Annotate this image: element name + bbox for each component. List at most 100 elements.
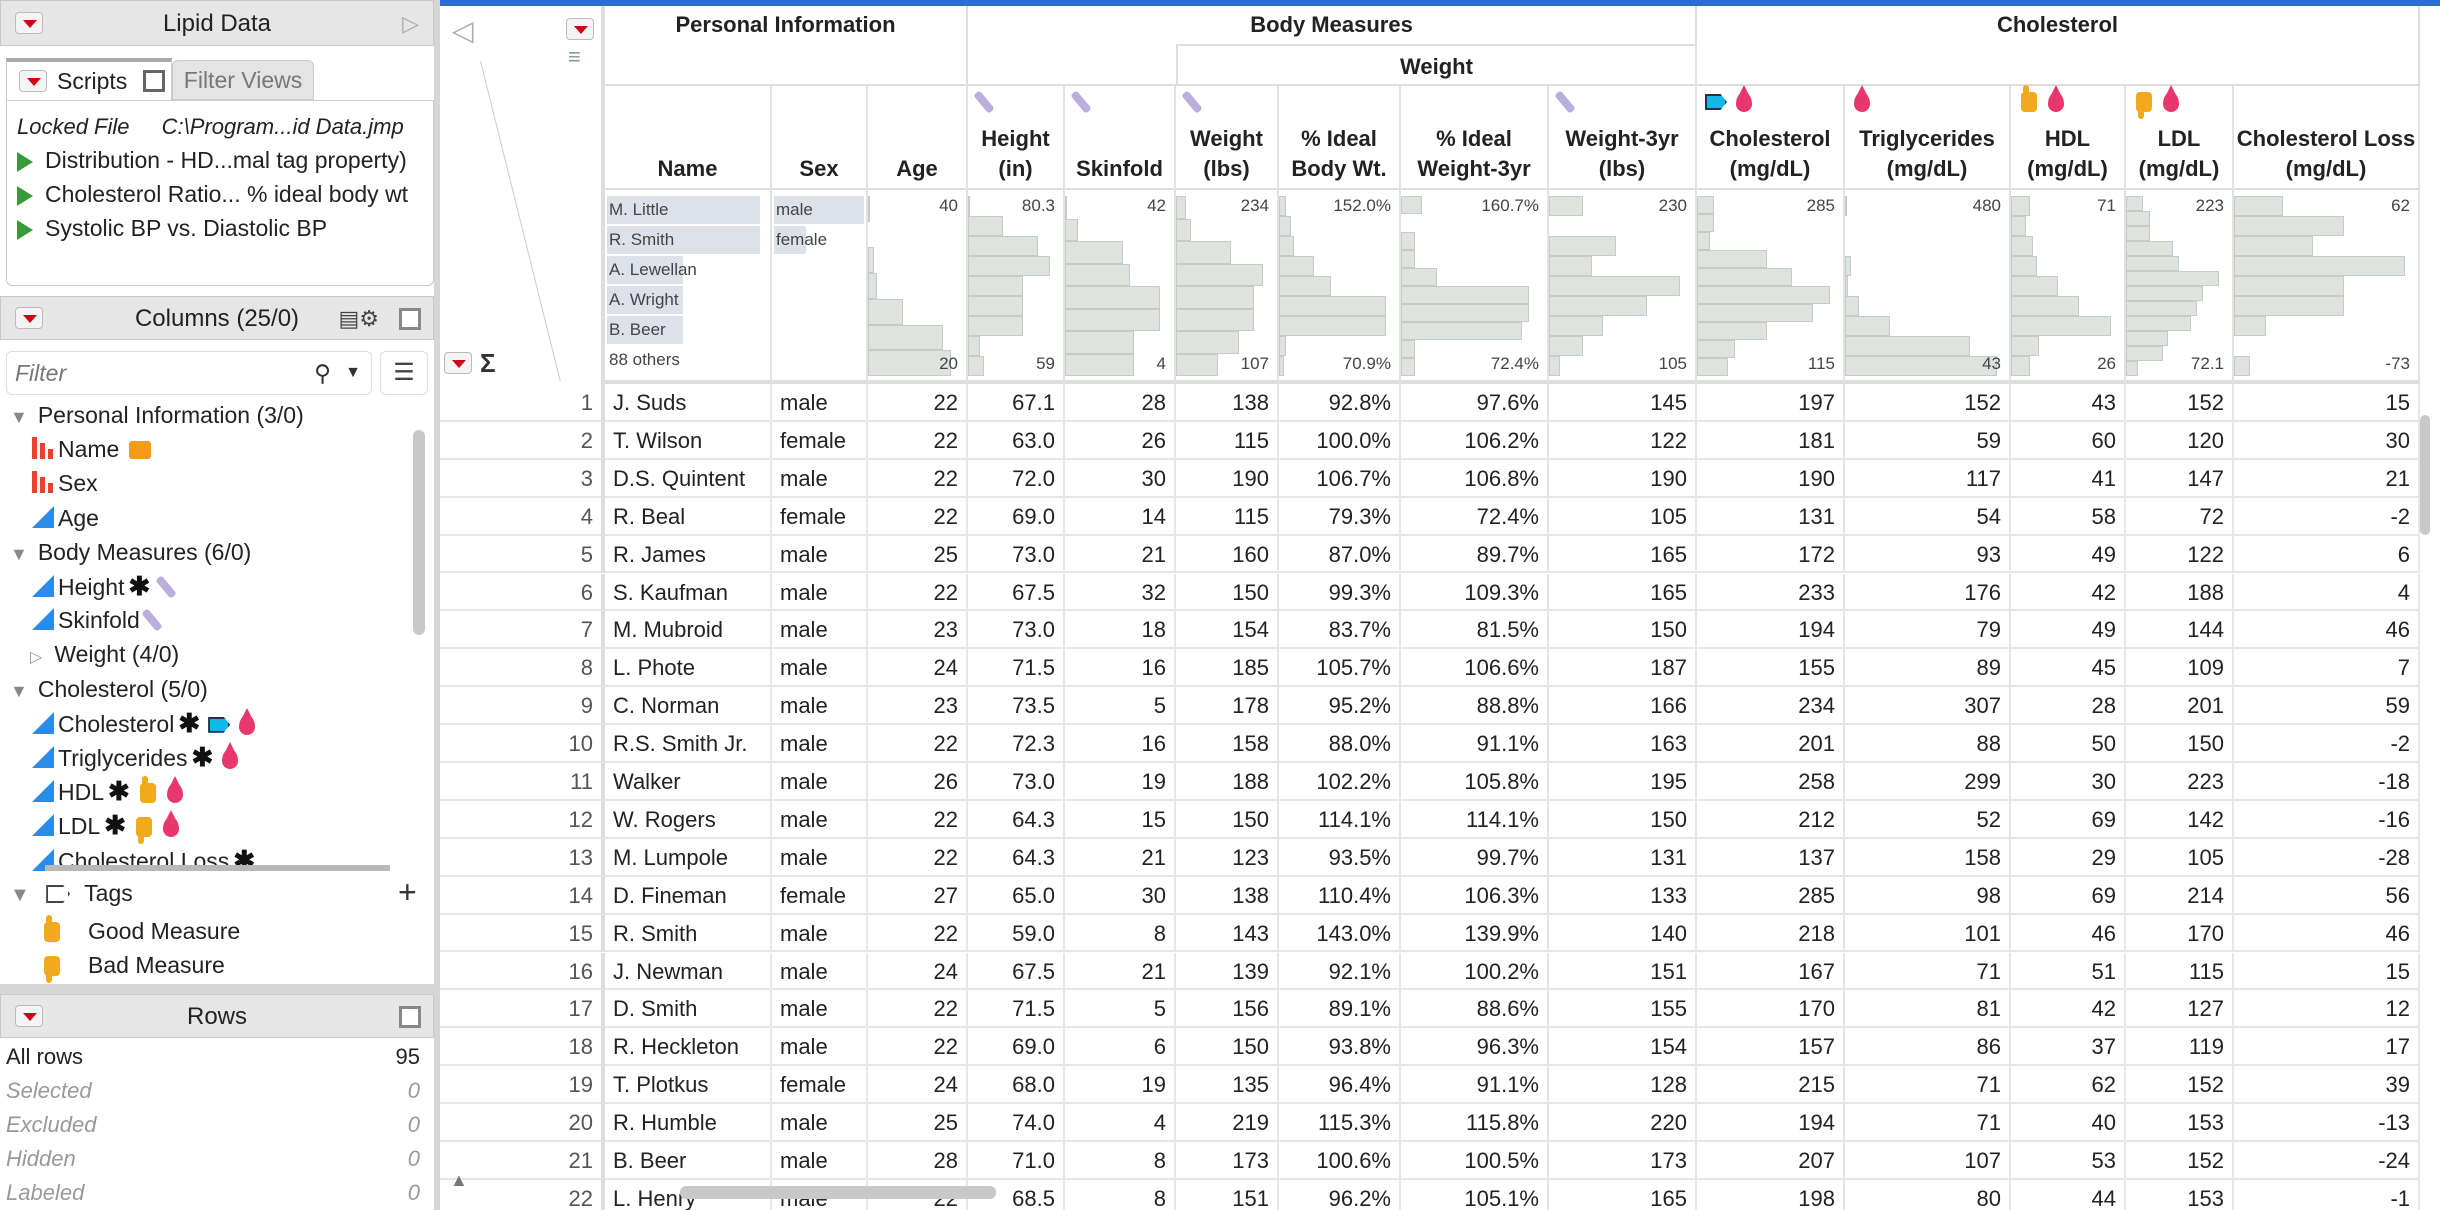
data-cell[interactable]: 214 <box>2126 876 2234 915</box>
column-header[interactable]: Weight-3yr (lbs) <box>1549 86 1697 190</box>
data-cell[interactable]: 117 <box>1845 459 2011 498</box>
summary-top-value[interactable]: 88 others <box>607 346 768 374</box>
column-view-icon[interactable]: ≡ <box>568 44 581 69</box>
data-cell[interactable]: 24 <box>868 649 968 688</box>
expand-triangle-icon[interactable]: ▼ <box>10 884 30 906</box>
data-cell[interactable]: 41 <box>2011 459 2126 498</box>
sex-cell[interactable]: male <box>772 687 868 726</box>
name-cell[interactable]: T. Plotkus <box>605 1066 772 1105</box>
data-cell[interactable]: 120 <box>2126 421 2234 460</box>
data-cell[interactable]: 62 <box>2011 1066 2126 1105</box>
data-cell[interactable]: 114.1% <box>1401 800 1549 839</box>
data-cell[interactable]: 131 <box>1549 838 1697 877</box>
column-tree-item[interactable]: Height ✱ <box>32 569 178 603</box>
column-header[interactable]: % Ideal Weight-3yr <box>1401 86 1549 190</box>
data-cell[interactable]: 42 <box>2011 573 2126 612</box>
data-cell[interactable]: 21 <box>1065 838 1176 877</box>
column-tree-item[interactable]: Cholesterol ✱ <box>32 706 260 740</box>
data-cell[interactable]: 119 <box>2126 1028 2234 1067</box>
data-cell[interactable]: 258 <box>1697 763 1845 801</box>
data-cell[interactable]: 105 <box>2126 838 2234 877</box>
data-cell[interactable]: 307 <box>1845 687 2011 726</box>
column-header[interactable]: % Ideal Body Wt. <box>1279 86 1401 190</box>
sex-cell[interactable]: male <box>772 535 868 574</box>
data-cell[interactable]: 115.8% <box>1401 1104 1549 1142</box>
table-row[interactable]: 4 R. Beal female 22 69.0 14 115 79.3% 72.4% 105 13… <box>440 497 2420 536</box>
data-cell[interactable]: 152 <box>2126 1142 2234 1180</box>
data-cell[interactable]: 137 <box>1697 838 1845 877</box>
table-row[interactable]: 17 D. Smith male 22 71.5 5 156 89.1% 88.6% 155 170… <box>440 990 2420 1029</box>
sex-cell[interactable]: male <box>772 800 868 839</box>
data-cell[interactable]: 19 <box>1065 763 1176 801</box>
table-row[interactable]: 11 Walker male 26 73.0 19 188 102.2% 105.8% 195 25… <box>440 763 2420 801</box>
data-cell[interactable]: 22 <box>868 497 968 536</box>
data-cell[interactable]: -18 <box>2234 763 2420 801</box>
data-cell[interactable]: 26 <box>868 763 968 801</box>
column-header[interactable]: Cholesterol Loss (mg/dL) <box>2234 86 2420 190</box>
data-cell[interactable]: 12 <box>2234 990 2420 1029</box>
sex-cell[interactable]: male <box>772 914 868 953</box>
panel-divider[interactable] <box>0 984 434 994</box>
data-cell[interactable]: 190 <box>1176 459 1279 498</box>
data-cell[interactable]: 100.6% <box>1279 1142 1401 1180</box>
data-cell[interactable]: 96.2% <box>1279 1179 1401 1210</box>
add-tag-button[interactable]: + <box>398 874 417 910</box>
data-cell[interactable]: 72.0 <box>968 459 1065 498</box>
sex-cell[interactable]: male <box>772 725 868 763</box>
data-cell[interactable]: 154 <box>1176 611 1279 650</box>
table-row[interactable]: 20 R. Humble male 25 74.0 4 219 115.3% 115.8% 220… <box>440 1104 2420 1142</box>
data-cell[interactable]: 97.6% <box>1401 384 1549 422</box>
data-cell[interactable]: 155 <box>1549 990 1697 1029</box>
data-cell[interactable]: 109 <box>2126 649 2234 688</box>
data-cell[interactable]: 142 <box>2126 800 2234 839</box>
name-cell[interactable]: W. Rogers <box>605 800 772 839</box>
column-summary[interactable]: 285 115 <box>1697 190 1845 384</box>
data-cell[interactable]: -28 <box>2234 838 2420 877</box>
data-cell[interactable]: 30 <box>1065 459 1176 498</box>
data-cell[interactable]: 100.2% <box>1401 952 1549 991</box>
data-cell[interactable]: 96.3% <box>1401 1028 1549 1067</box>
data-cell[interactable]: 56 <box>2234 876 2420 915</box>
data-cell[interactable]: -1 <box>2234 1179 2420 1210</box>
tab-filter-views[interactable]: Filter Views <box>172 60 314 100</box>
data-cell[interactable]: 106.3% <box>1401 876 1549 915</box>
name-cell[interactable]: R. Beal <box>605 497 772 536</box>
data-cell[interactable]: 49 <box>2011 611 2126 650</box>
data-cell[interactable]: 50 <box>2011 725 2126 763</box>
columns-menu-button[interactable] <box>15 307 43 329</box>
data-cell[interactable]: 115 <box>2126 952 2234 991</box>
column-summary[interactable]: M. Little R. Smith A. Lewellan A. Wright B. … <box>605 190 772 384</box>
data-cell[interactable]: 190 <box>1697 459 1845 498</box>
data-cell[interactable]: 8 <box>1065 1142 1176 1180</box>
data-cell[interactable]: 100.0% <box>1279 421 1401 460</box>
column-summary[interactable]: 160.7% 72.4% <box>1401 190 1549 384</box>
data-cell[interactable]: 165 <box>1549 573 1697 612</box>
data-cell[interactable]: 71 <box>1845 1104 2011 1142</box>
data-cell[interactable]: 172 <box>1697 535 1845 574</box>
column-tree-item[interactable]: ▷ Weight (4/0) <box>30 637 179 671</box>
data-cell[interactable]: 59 <box>2234 687 2420 726</box>
search-icon[interactable]: ⚲ <box>314 360 331 386</box>
scripts-menu-button[interactable] <box>19 70 47 92</box>
column-group-header[interactable]: Cholesterol <box>1697 6 2420 44</box>
data-cell[interactable]: 154 <box>1549 1028 1697 1067</box>
data-cell[interactable]: 89.1% <box>1279 990 1401 1029</box>
data-cell[interactable]: 29 <box>2011 838 2126 877</box>
data-cell[interactable]: 25 <box>868 1104 968 1142</box>
table-row[interactable]: 15 R. Smith male 22 59.0 8 143 143.0% 139.9% 140 2… <box>440 914 2420 953</box>
data-cell[interactable]: 24 <box>868 1066 968 1105</box>
name-cell[interactable]: J. Suds <box>605 384 772 422</box>
data-cell[interactable]: 167 <box>1697 952 1845 991</box>
summary-sigma-icon[interactable]: Σ <box>480 348 496 378</box>
data-cell[interactable]: 158 <box>1176 725 1279 763</box>
data-cell[interactable]: 69 <box>2011 800 2126 839</box>
column-settings-icon[interactable]: ▤⚙ <box>338 306 379 331</box>
tab-scripts[interactable]: Scripts <box>6 58 172 100</box>
expand-triangle-icon[interactable]: ▼ <box>10 680 28 701</box>
data-cell[interactable]: 22 <box>868 990 968 1029</box>
table-row[interactable]: 10 R.S. Smith Jr. male 22 72.3 16 158 88.0% 91.1… <box>440 725 2420 763</box>
data-cell[interactable]: 215 <box>1697 1066 1845 1105</box>
name-cell[interactable]: L. Phote <box>605 649 772 688</box>
sex-cell[interactable]: male <box>772 649 868 688</box>
data-cell[interactable]: 198 <box>1697 1179 1845 1210</box>
